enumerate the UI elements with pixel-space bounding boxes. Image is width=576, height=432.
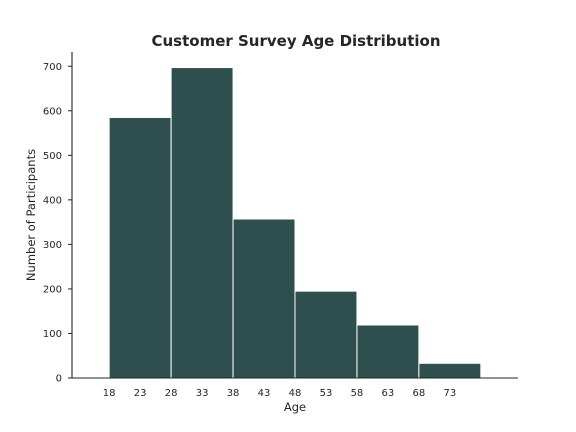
x-tick-label: 73 [443,388,456,399]
chart-title: Customer Survey Age Distribution [151,32,440,50]
x-tick-label: 63 [382,388,395,399]
x-axis-ticks: 18 23 28 33 38 43 48 53 58 63 68 73 [103,388,456,399]
bars-group [108,67,482,379]
x-tick-label: 48 [289,388,302,399]
x-tick-label: 38 [227,388,240,399]
y-tick-label: 300 [43,240,62,251]
y-axis-ticks: 0 100 200 300 400 500 600 700 [43,62,72,385]
y-axis-label: Number of Participants [24,149,38,281]
x-tick-label: 23 [134,388,147,399]
histogram-bar [170,67,234,379]
x-tick-label: 53 [320,388,333,399]
y-tick-label: 100 [43,329,62,340]
y-tick-label: 500 [43,151,62,162]
x-tick-label: 68 [413,388,426,399]
histogram-bar [108,116,172,379]
y-tick-label: 200 [43,284,62,295]
histogram-bar [232,218,296,379]
x-tick-label: 28 [165,388,178,399]
x-tick-label: 33 [196,388,209,399]
histogram-bar [294,290,358,379]
x-tick-label: 18 [103,388,116,399]
y-tick-label: 400 [43,195,62,206]
x-axis-label: Age [284,400,306,414]
histogram-bar [418,362,482,379]
y-tick-label: 600 [43,106,62,117]
x-tick-label: 43 [258,388,271,399]
x-tick-label: 58 [351,388,364,399]
histogram-bar [356,324,420,379]
y-tick-label: 700 [43,62,62,73]
y-tick-label: 0 [56,374,62,385]
